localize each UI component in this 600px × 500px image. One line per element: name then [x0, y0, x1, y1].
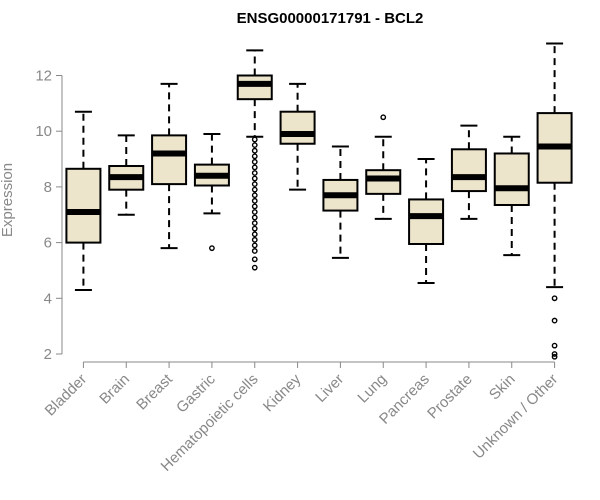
outlier-point	[209, 245, 215, 252]
box-hematopoietic-cells	[236, 49, 273, 271]
outlier-point	[551, 317, 558, 324]
outlier-point	[251, 136, 258, 143]
outlier-point	[251, 236, 258, 243]
outlier-point	[551, 353, 558, 360]
iqr-box	[151, 134, 188, 186]
y-tick-label: 4	[44, 290, 52, 307]
box-unknown-other	[536, 42, 573, 360]
outlier-point	[251, 197, 258, 204]
outlier-point	[251, 147, 258, 154]
box-lung	[365, 114, 402, 220]
outlier-point	[251, 142, 258, 149]
x-tick-label: Lung	[354, 371, 390, 407]
iqr-box	[279, 110, 316, 145]
box-breast	[151, 82, 188, 250]
outlier-point	[251, 225, 258, 232]
outlier-point	[251, 175, 258, 182]
box-kidney	[279, 82, 316, 191]
box-skin	[493, 135, 530, 257]
iqr-box	[65, 167, 102, 244]
y-tick-label: 10	[35, 123, 52, 140]
outlier-point	[251, 220, 258, 227]
box-brain	[108, 134, 145, 216]
iqr-box	[450, 148, 487, 193]
outlier-point	[251, 164, 258, 171]
outlier-point	[251, 242, 258, 249]
box-pancreas	[408, 158, 445, 284]
outlier-point	[551, 295, 558, 302]
box-bladder	[65, 110, 102, 291]
y-tick-label: 2	[44, 346, 52, 363]
y-tick-label: 6	[44, 235, 52, 252]
iqr-box	[493, 152, 530, 207]
outlier-point	[551, 351, 558, 357]
outlier-point	[251, 256, 258, 263]
y-axis: 2 4 6 8 10 12	[35, 68, 63, 363]
outlier-point	[251, 214, 258, 221]
chart-title: ENSG00000171791 - BCL2	[237, 10, 424, 27]
box-liver	[322, 145, 359, 259]
x-tick-label: Brain	[96, 371, 133, 408]
outlier-point	[251, 203, 258, 210]
x-tick-label: Skin	[486, 371, 519, 404]
box-prostate	[450, 124, 487, 220]
outlier-point	[551, 342, 558, 349]
outlier-point	[251, 264, 258, 271]
iqr-box	[236, 74, 273, 101]
x-tick-label: Breast	[133, 370, 176, 413]
x-tick-label: Kidney	[260, 370, 305, 415]
outlier-point	[251, 153, 258, 160]
outlier-point	[251, 181, 258, 188]
iqr-box	[408, 198, 445, 245]
box-gastric	[193, 132, 230, 252]
y-axis-label: Expression	[0, 163, 16, 237]
outlier-point	[251, 248, 258, 254]
box-series	[65, 42, 573, 360]
x-tick-label: Bladder	[42, 371, 91, 420]
outlier-point	[251, 192, 258, 199]
y-tick-label: 12	[35, 68, 52, 85]
outlier-point	[251, 231, 258, 238]
outlier-point	[251, 170, 258, 176]
outlier-point	[251, 209, 258, 215]
x-tick-label: Liver	[312, 371, 347, 406]
outlier-point	[251, 186, 258, 193]
x-tick-label: Prostate	[424, 371, 476, 423]
outlier-point	[380, 114, 387, 121]
iqr-box	[365, 169, 402, 195]
outlier-point	[251, 158, 258, 165]
y-tick-label: 8	[44, 179, 52, 196]
